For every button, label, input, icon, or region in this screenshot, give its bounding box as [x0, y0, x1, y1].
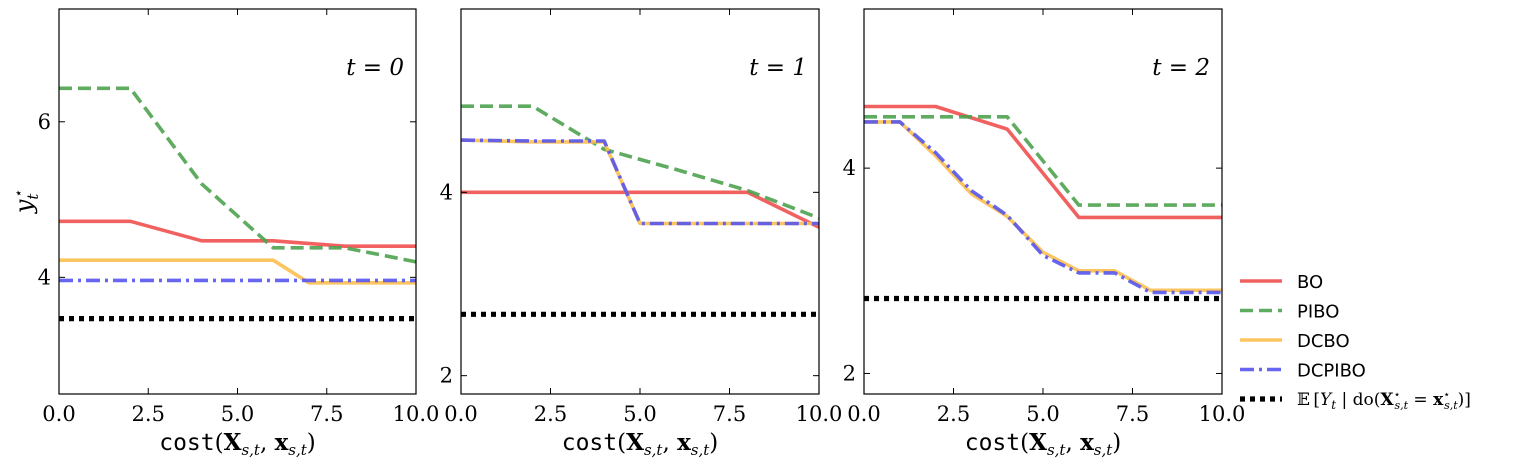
panel-t0: 0.0 2.5 5.0 7.5 10.0 4 6 t = 0 cost(Xs,t, xs,t) y…: [10, 8, 440, 459]
plot-frame: [58, 8, 417, 395]
x-tick-label: 10.0: [393, 402, 440, 426]
x-tick-label: 5.0: [221, 402, 254, 426]
x-axis-label-2: cost(Xs,t, xs,t): [965, 429, 1122, 459]
y-tick-label: 6: [38, 110, 51, 134]
series-bo-t2: [864, 104, 1222, 220]
y-tick-label: 2: [843, 361, 856, 385]
x-tick-label: 10.0: [1199, 402, 1246, 426]
panel-t1: 0.0 2.5 5.0 7.5 10.0 2 4 t = 1 cost(Xs,t, xs,t): [440, 8, 843, 459]
x-tick-label: 7.5: [713, 402, 746, 426]
x-tick-label: 0.0: [847, 402, 880, 426]
series-bo-t0: [59, 219, 416, 248]
x-tick-label: 0.0: [444, 402, 477, 426]
series-dcpibo-t2: [864, 120, 1222, 295]
series-dcbo-t1: [461, 138, 819, 226]
x-axis-label-1: cost(Xs,t, xs,t): [562, 429, 719, 459]
x-tick-label: 2.5: [132, 402, 165, 426]
series-pibo-t0: [59, 86, 416, 264]
panel-label: t = 0: [346, 55, 404, 81]
legend-label-pibo: PIBO: [1297, 302, 1339, 323]
x-tick-label: 5.0: [1026, 402, 1059, 426]
y-tick-label: 2: [440, 364, 453, 388]
series-pibo-t2: [864, 115, 1222, 207]
y-tick-label: 4: [440, 180, 453, 204]
panel-t2: 0.0 2.5 5.0 7.5 10.0 2 4 t = 2 cost(Xs,t, xs,t): [843, 8, 1246, 459]
x-axis-label-0: cost(Xs,t, xs,t): [159, 429, 316, 459]
panel-label: t = 2: [1152, 55, 1210, 81]
series-pibo-t1: [461, 104, 819, 220]
legend: BO PIBO DCBO DCPIBO 𝔼 [Yt | do(X⋆ s,t = x⋆ s,t…: [1240, 272, 1471, 412]
y-tick-label: 4: [38, 265, 51, 289]
legend-label-expected: 𝔼 [Yt | do(X⋆ s,t = x⋆ s,t)]: [1297, 388, 1471, 412]
svg-text:yt⋆: yt⋆: [10, 190, 42, 215]
plot-frame: [863, 8, 1223, 395]
x-tick-label: 10.0: [796, 402, 843, 426]
x-tick-label: 5.0: [623, 402, 656, 426]
legend-label-dcpibo: DCPIBO: [1297, 361, 1366, 382]
legend-label-dcbo: DCBO: [1297, 331, 1350, 352]
x-tick-label: 2.5: [534, 402, 567, 426]
y-tick-label: 4: [843, 156, 856, 180]
legend-label-bo: BO: [1297, 272, 1323, 293]
series-group-0: [59, 86, 416, 322]
x-tick-label: 0.0: [42, 402, 75, 426]
y-axis-label: yt⋆: [10, 190, 42, 215]
series-group-2: [864, 104, 1222, 302]
series-group-1: [461, 104, 819, 317]
series-dcbo-t0: [59, 258, 416, 285]
panel-label: t = 1: [749, 55, 807, 81]
series-dcpibo-t1: [461, 138, 819, 226]
plot-frame: [460, 8, 820, 395]
x-tick-label: 7.5: [310, 402, 343, 426]
x-tick-label: 7.5: [1116, 402, 1149, 426]
x-tick-label: 2.5: [937, 402, 970, 426]
